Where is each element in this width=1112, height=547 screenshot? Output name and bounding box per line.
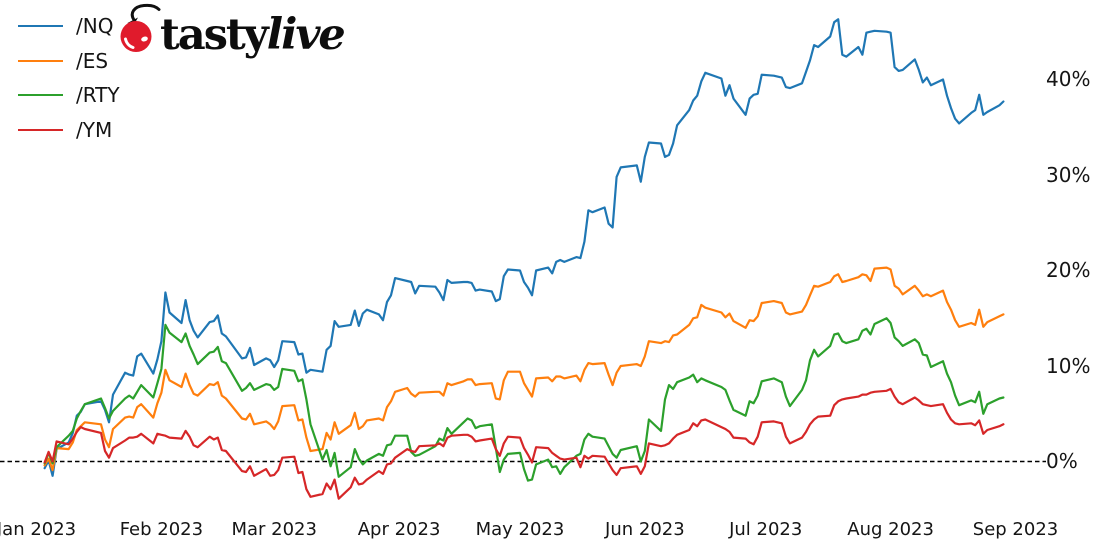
x-tick-label: Jan 2023 (0, 519, 77, 540)
legend-line-swatch-rty (18, 94, 63, 97)
chart-line-ym (43, 387, 1005, 500)
chart-legend: /NQ/ES/RTY/YM (18, 9, 120, 147)
legend-item-ym: /YM (18, 113, 120, 148)
legend-item-es: /ES (18, 44, 120, 79)
chart-line-rty (43, 317, 1005, 482)
legend-item-nq: /NQ (18, 9, 120, 44)
x-tick-label: Jun 2023 (605, 519, 685, 540)
legend-line-swatch-nq (18, 25, 63, 28)
x-tick-label: Jul 2023 (729, 519, 803, 540)
brand-text-italic: live (267, 10, 345, 60)
legend-label-rty: /RTY (76, 83, 120, 108)
chart-line-nq (43, 18, 1005, 477)
brand-text: tastylive (160, 10, 344, 60)
legend-line-swatch-es (18, 59, 63, 62)
y-tick-label: 10% (1046, 353, 1091, 378)
x-tick-label: Mar 2023 (231, 519, 317, 540)
chart-line-es (43, 266, 1005, 472)
x-tick-label: Feb 2023 (119, 519, 204, 540)
x-tick-label: Apr 2023 (357, 519, 441, 540)
tastylive-logo: tastylive (120, 3, 346, 60)
legend-label-es: /ES (76, 48, 109, 73)
y-tick-label: 30% (1046, 162, 1091, 187)
x-tick-label: Sep 2023 (972, 519, 1059, 540)
legend-label-nq: /NQ (76, 14, 114, 39)
x-tick-label: May 2023 (475, 519, 565, 540)
brand-text-regular: tasty (160, 10, 271, 60)
legend-label-ym: /YM (76, 118, 113, 143)
x-tick-label: Aug 2023 (847, 519, 934, 540)
y-tick-label: 40% (1046, 67, 1091, 91)
legend-item-rty: /RTY (18, 78, 120, 113)
y-tick-label: 0% (1046, 449, 1078, 473)
legend-line-swatch-ym (18, 129, 63, 132)
y-tick-label: 20% (1046, 258, 1091, 282)
cherry-icon (120, 3, 161, 52)
